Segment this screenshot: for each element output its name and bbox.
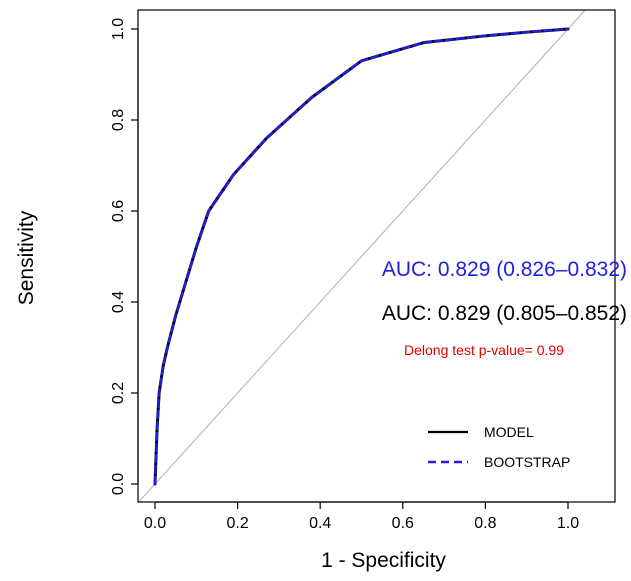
legend-label-bootstrap: BOOTSTRAP [484,454,570,470]
annotations: AUC: 0.829 (0.826–0.832) AUC: 0.829 (0.80… [382,258,627,358]
y-tick-label: 0.8 [110,109,127,131]
diagonal-reference-line [138,10,586,502]
plot-area [138,10,586,502]
legend-label-model: MODEL [484,424,534,440]
x-axis-title: 1 - Specificity [321,549,446,572]
y-tick-label: 0.0 [110,473,127,495]
x-tick-label: 0.8 [474,515,496,532]
x-tick-label: 0.6 [392,515,414,532]
x-tick-label: 1.0 [557,515,579,532]
legend: MODEL BOOTSTRAP [428,424,570,470]
y-tick-label: 0.2 [110,382,127,404]
auc-model-label: AUC: 0.829 (0.805–0.852) [382,302,627,325]
x-tick-label: 0.0 [144,515,166,532]
y-tick-label: 1.0 [110,18,127,40]
delong-pvalue-label: Delong test p-value= 0.99 [404,342,564,358]
axes: 0.0 0.2 0.4 0.6 0.8 1.0 0.0 0.2 0.4 0.6 0.8 1.0 1 - … [15,9,616,572]
y-axis-title: Sensitivity [15,210,38,305]
y-tick-label: 0.4 [110,291,127,313]
plot-frame [137,9,616,503]
x-tick-label: 0.2 [226,515,248,532]
series-line-bootstrap [153,27,570,486]
x-tick-label: 0.4 [309,515,331,532]
y-tick-label: 0.6 [110,200,127,222]
auc-bootstrap-label: AUC: 0.829 (0.826–0.832) [382,258,627,281]
